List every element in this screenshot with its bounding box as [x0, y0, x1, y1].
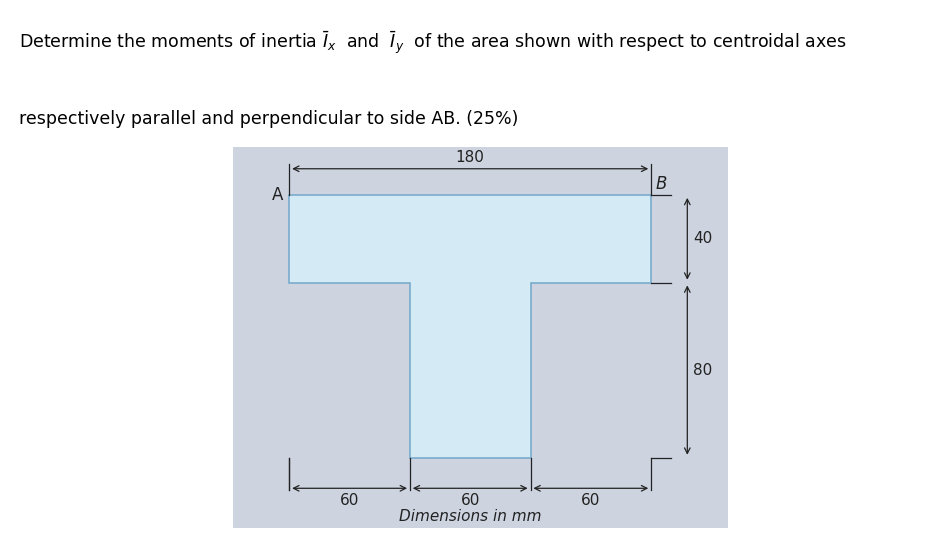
Text: 60: 60 [340, 493, 359, 508]
Text: 80: 80 [693, 363, 712, 378]
Text: 60: 60 [581, 493, 600, 508]
Text: Determine the moments of inertia $\bar{I}_x$  and  $\bar{I}_y$  of the area show: Determine the moments of inertia $\bar{I… [19, 29, 846, 56]
FancyBboxPatch shape [233, 147, 728, 528]
Text: B: B [655, 175, 667, 193]
Text: 40: 40 [693, 231, 712, 246]
Text: respectively parallel and perpendicular to side AB. (25%): respectively parallel and perpendicular … [19, 110, 518, 128]
Text: Dimensions in mm: Dimensions in mm [399, 509, 541, 524]
Polygon shape [289, 195, 651, 458]
Text: 180: 180 [456, 151, 485, 165]
Text: A: A [272, 186, 283, 204]
Text: 60: 60 [460, 493, 480, 508]
